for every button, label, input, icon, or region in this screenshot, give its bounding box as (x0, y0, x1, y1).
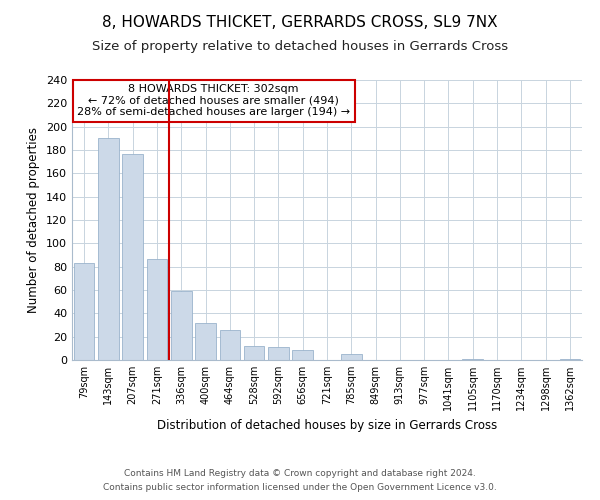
Text: 8 HOWARDS THICKET: 302sqm
← 72% of detached houses are smaller (494)
28% of semi: 8 HOWARDS THICKET: 302sqm ← 72% of detac… (77, 84, 350, 117)
Bar (74, 263, 94, 360)
Bar (268, 347, 289, 360)
Bar (341, 354, 362, 360)
Bar (292, 350, 313, 360)
Bar (98, 138, 119, 360)
X-axis label: Distribution of detached houses by size in Gerrards Cross: Distribution of detached houses by size … (157, 418, 497, 432)
Bar (244, 346, 265, 360)
Bar (171, 291, 191, 360)
Text: 8, HOWARDS THICKET, GERRARDS CROSS, SL9 7NX: 8, HOWARDS THICKET, GERRARDS CROSS, SL9 … (102, 15, 498, 30)
Text: Contains HM Land Registry data © Crown copyright and database right 2024.: Contains HM Land Registry data © Crown c… (124, 468, 476, 477)
Bar (560, 359, 580, 360)
Bar (463, 359, 483, 360)
Bar (122, 154, 143, 360)
Y-axis label: Number of detached properties: Number of detached properties (28, 127, 40, 313)
Bar (220, 330, 240, 360)
Text: Size of property relative to detached houses in Gerrards Cross: Size of property relative to detached ho… (92, 40, 508, 53)
Bar (195, 322, 216, 360)
Bar (146, 258, 167, 360)
Text: Contains public sector information licensed under the Open Government Licence v3: Contains public sector information licen… (103, 484, 497, 492)
